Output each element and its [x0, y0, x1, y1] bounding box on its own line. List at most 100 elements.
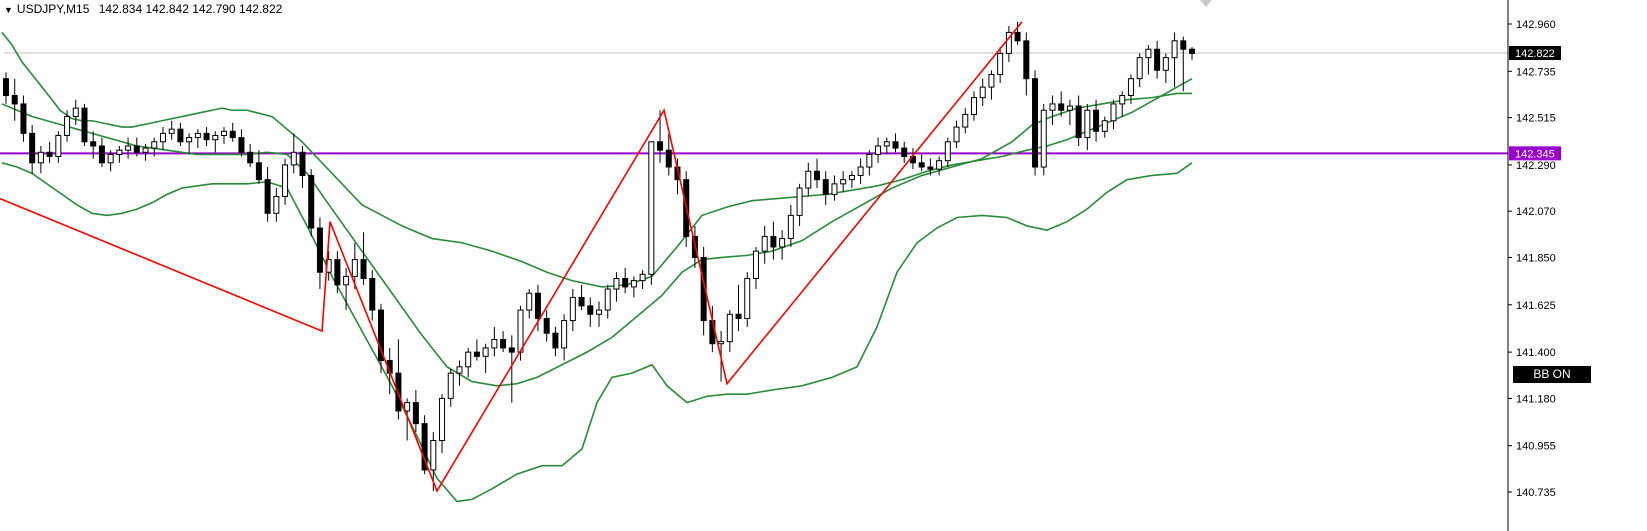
candle-body [133, 145, 140, 153]
candle-body [255, 162, 262, 181]
candle-body [718, 341, 725, 345]
dropdown-triangle-icon[interactable]: ▼ [4, 5, 13, 15]
zigzag-line [0, 21, 1023, 493]
candle-body [526, 292, 533, 311]
candle-body [508, 347, 515, 353]
candle-body [412, 402, 419, 425]
y-tick-label: 141.400 [1516, 347, 1556, 359]
candle-body [979, 86, 986, 99]
candle-body [439, 397, 446, 441]
candle-body [20, 103, 27, 134]
current-price-box [1509, 46, 1561, 61]
candle-body [1032, 78, 1039, 168]
candle-body [159, 132, 166, 143]
level-label: 142.345 [1515, 148, 1555, 160]
candle-body [46, 151, 53, 158]
candle-body [875, 145, 882, 155]
chart-header: ▼ USDJPY,M15 142.834 142.842 142.790 142.… [4, 2, 282, 16]
candle-body [37, 151, 44, 164]
candle-body [1075, 105, 1082, 139]
candle-body [404, 402, 411, 412]
candle-body [630, 280, 637, 288]
candle-body [622, 278, 629, 288]
candle-body [561, 320, 568, 349]
candle-body [203, 132, 210, 141]
candle-body [177, 128, 184, 143]
candle-body [665, 149, 672, 168]
candle-body [334, 259, 341, 286]
bb-lower [1, 162, 1193, 503]
low-price: 142.790 [192, 2, 236, 16]
candle-body [81, 107, 88, 143]
candle-body [316, 227, 323, 273]
candle-body [3, 78, 9, 97]
candle-body [125, 145, 132, 151]
candle-body [430, 439, 437, 471]
candle-body [1171, 40, 1178, 59]
candle-body [735, 313, 742, 319]
price-axis: 142.960 142.735 142.515 142.290 142.070 141.8… [1200, 0, 1561, 531]
candle-body [787, 214, 794, 240]
candle-body [534, 292, 541, 319]
candle-body [936, 160, 943, 170]
candle-body [282, 164, 289, 197]
candle-body [857, 166, 864, 176]
candle-body [107, 153, 114, 164]
candle-body [796, 187, 803, 216]
candle-body [953, 126, 960, 143]
candle-body [299, 151, 306, 176]
candle-body [578, 296, 585, 307]
y-tick-label: 140.955 [1516, 441, 1556, 453]
candle-body [482, 347, 489, 357]
candle-body [1154, 48, 1161, 71]
candle-body [1119, 95, 1126, 105]
candle-body [194, 132, 201, 139]
candle-body [1136, 57, 1143, 80]
bollinger-bands [1, 31, 1193, 503]
candle-body [1162, 57, 1169, 71]
candles [3, 21, 1195, 491]
candle-body [456, 366, 463, 374]
y-tick-label: 141.180 [1516, 393, 1556, 405]
candle-body [883, 141, 890, 147]
candle-body [596, 309, 602, 315]
candle-body [360, 259, 367, 280]
candle-body [116, 149, 123, 155]
candle-body [988, 73, 995, 88]
candle-body [11, 95, 18, 105]
candle-body [1014, 31, 1021, 42]
candle-body [238, 137, 245, 153]
candle-body [55, 134, 62, 158]
candle-body [552, 332, 559, 349]
candle-body [648, 141, 655, 275]
candle-body [264, 179, 271, 214]
candle-body [918, 162, 925, 168]
bb-upper [1, 31, 1193, 288]
candle-body [1093, 109, 1100, 132]
candle-body [901, 147, 908, 158]
candle-body [142, 147, 149, 153]
candle-body [273, 195, 280, 214]
candle-body [369, 278, 376, 311]
candle-body [1145, 48, 1152, 59]
candle-body [805, 170, 812, 189]
candle-body [1040, 109, 1047, 168]
candle-body [351, 259, 358, 277]
bb-on-button[interactable]: BB ON [1513, 366, 1591, 383]
candle-body [1066, 105, 1073, 111]
candle-body [377, 309, 384, 362]
candle-body [1189, 48, 1195, 54]
candle-body [229, 130, 236, 139]
symbol-label: USDJPY,M15 [16, 2, 90, 16]
close-price: 142.822 [238, 2, 283, 16]
candle-body [831, 183, 838, 195]
candle-body [290, 151, 297, 166]
candle-body [770, 235, 777, 248]
candle-body [709, 320, 716, 345]
y-tick-label: 140.735 [1516, 487, 1556, 499]
candle-body [168, 128, 175, 134]
candle-body [1023, 40, 1030, 80]
candle-body [1049, 103, 1056, 111]
candle-body [700, 256, 707, 322]
